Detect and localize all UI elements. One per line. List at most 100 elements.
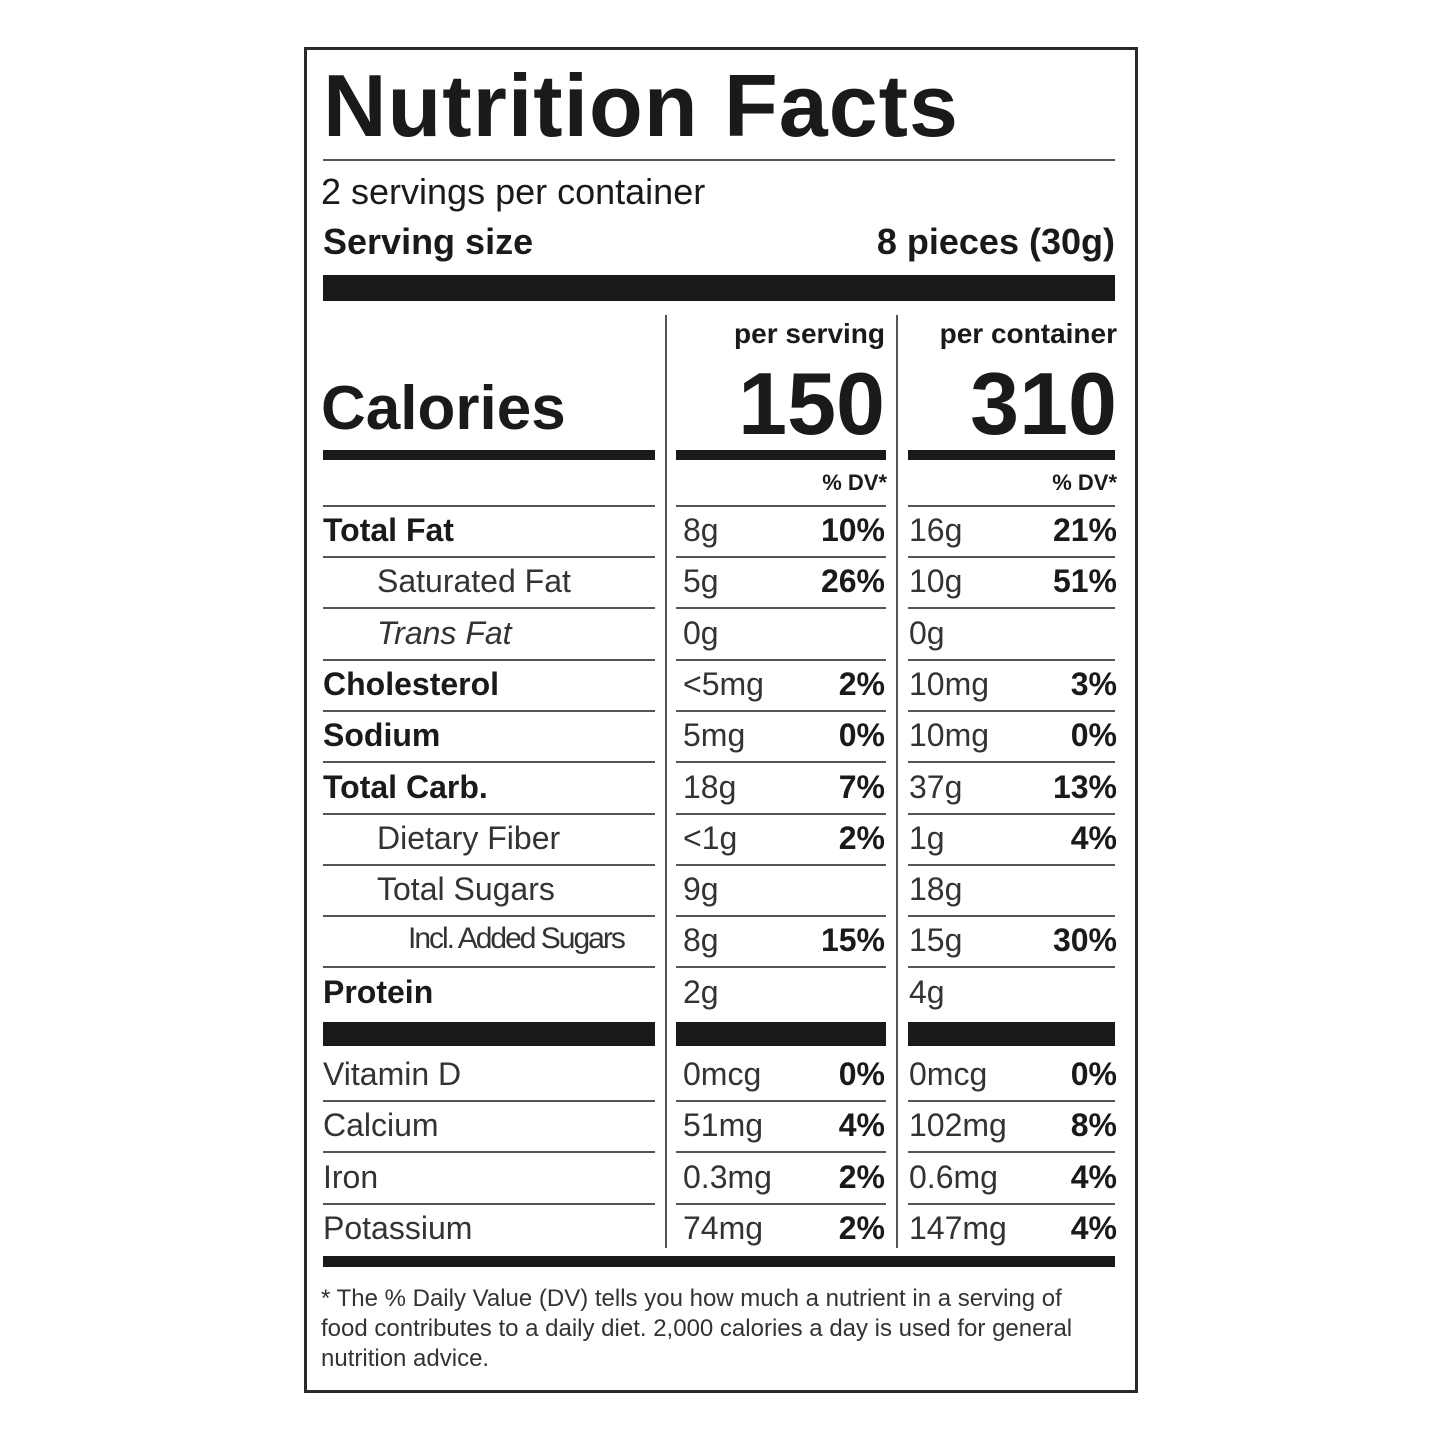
divider bbox=[676, 761, 886, 763]
amount: 10g bbox=[909, 563, 963, 600]
daily-value: 4% bbox=[1070, 1209, 1117, 1246]
divider bbox=[323, 915, 655, 917]
divider bbox=[908, 1203, 1115, 1205]
divider bbox=[908, 659, 1115, 661]
divider bbox=[323, 864, 655, 866]
divider bbox=[323, 159, 1115, 161]
amount: <5mg bbox=[683, 665, 764, 702]
daily-value: 21% bbox=[1052, 512, 1117, 548]
divider bbox=[323, 966, 655, 968]
serving-size-label: Serving size bbox=[323, 221, 534, 262]
amount: 0.6mg bbox=[909, 1158, 998, 1195]
servings: 2 servings per container bbox=[321, 171, 706, 212]
daily-value: 2% bbox=[838, 1209, 885, 1246]
daily-value: 0% bbox=[838, 1056, 885, 1092]
thick-bar bbox=[676, 450, 886, 460]
divider bbox=[323, 813, 655, 815]
nutrient-name: Dietary Fiber bbox=[377, 819, 561, 856]
divider bbox=[676, 813, 886, 815]
divider bbox=[676, 710, 886, 712]
daily-value: 15% bbox=[820, 922, 885, 959]
serving-size-value: 8 pieces (30g) bbox=[876, 221, 1115, 262]
amount: 0mcg bbox=[909, 1056, 988, 1092]
divider bbox=[908, 556, 1115, 558]
daily-value: 4% bbox=[838, 1107, 885, 1144]
amount: 0g bbox=[909, 614, 945, 651]
column-divider bbox=[896, 315, 898, 1248]
footnote: * The % Daily Value (DV) tells you how m… bbox=[321, 1285, 1073, 1372]
title: Nutrition Facts bbox=[323, 56, 959, 155]
amount: 74mg bbox=[683, 1209, 764, 1246]
nutrient-name: Total Fat bbox=[323, 512, 454, 548]
amount: 37g bbox=[909, 768, 963, 805]
daily-value: 4% bbox=[1070, 1158, 1117, 1195]
nutrient-name: Iron bbox=[323, 1158, 379, 1195]
amount: 16g bbox=[909, 512, 963, 548]
amount: 5mg bbox=[683, 717, 746, 754]
divider bbox=[323, 1100, 655, 1102]
nutrient-name: Sodium bbox=[323, 717, 441, 754]
thick-bar bbox=[323, 450, 655, 460]
divider bbox=[908, 710, 1115, 712]
calories-value: 150 bbox=[738, 354, 885, 453]
daily-value: 26% bbox=[820, 563, 885, 600]
divider bbox=[908, 864, 1115, 866]
amount: 4g bbox=[909, 973, 945, 1010]
column-header: per serving bbox=[734, 318, 885, 349]
divider bbox=[323, 761, 655, 763]
amount: <1g bbox=[683, 819, 738, 856]
divider bbox=[908, 966, 1115, 968]
daily-value: 2% bbox=[838, 665, 885, 702]
divider bbox=[676, 1100, 886, 1102]
amount: 8g bbox=[683, 922, 719, 959]
divider bbox=[323, 505, 655, 507]
amount: 10mg bbox=[909, 665, 990, 702]
column-divider bbox=[665, 315, 667, 1248]
amount: 2g bbox=[683, 973, 719, 1010]
daily-value: 0% bbox=[1070, 717, 1117, 754]
amount: 9g bbox=[683, 871, 719, 908]
divider bbox=[676, 915, 886, 917]
divider bbox=[908, 1100, 1115, 1102]
amount: 5g bbox=[683, 563, 719, 600]
divider bbox=[676, 556, 886, 558]
divider bbox=[676, 1151, 886, 1153]
divider bbox=[676, 505, 886, 507]
amount: 0mcg bbox=[683, 1056, 762, 1092]
daily-value: 4% bbox=[1070, 819, 1117, 856]
nutrition-label bbox=[304, 47, 1138, 1393]
amount: 8g bbox=[683, 512, 719, 548]
nutrient-name: Potassium bbox=[323, 1209, 473, 1246]
divider bbox=[676, 966, 886, 968]
amount: 0.3mg bbox=[683, 1158, 772, 1195]
calories-label: Calories bbox=[321, 374, 566, 443]
amount: 0g bbox=[683, 614, 719, 651]
amount: 15g bbox=[909, 922, 963, 959]
divider bbox=[676, 659, 886, 661]
divider bbox=[908, 1151, 1115, 1153]
nutrient-name: Vitamin D bbox=[323, 1056, 462, 1092]
divider bbox=[323, 1203, 655, 1205]
nutrient-name: Protein bbox=[323, 973, 434, 1010]
nutrient-name: Trans Fat bbox=[377, 614, 512, 651]
daily-value: 3% bbox=[1070, 665, 1117, 702]
nutrient-name: Total Sugars bbox=[377, 871, 555, 908]
calories-value: 310 bbox=[970, 354, 1117, 453]
divider bbox=[676, 1203, 886, 1205]
divider bbox=[323, 659, 655, 661]
daily-value: 10% bbox=[820, 512, 885, 548]
amount: 102mg bbox=[909, 1107, 1007, 1144]
divider bbox=[323, 607, 655, 609]
thick-bar bbox=[908, 450, 1115, 460]
daily-value: 51% bbox=[1052, 563, 1117, 600]
thick-bar bbox=[323, 1256, 1115, 1267]
daily-value: 13% bbox=[1052, 768, 1117, 805]
divider bbox=[676, 864, 886, 866]
amount: 10mg bbox=[909, 717, 990, 754]
daily-value: 2% bbox=[838, 1158, 885, 1195]
nutrient-name: Incl. Added Sugars bbox=[408, 922, 626, 956]
daily-value: 0% bbox=[1070, 1056, 1117, 1092]
amount: 147mg bbox=[909, 1209, 1007, 1246]
divider bbox=[676, 607, 886, 609]
